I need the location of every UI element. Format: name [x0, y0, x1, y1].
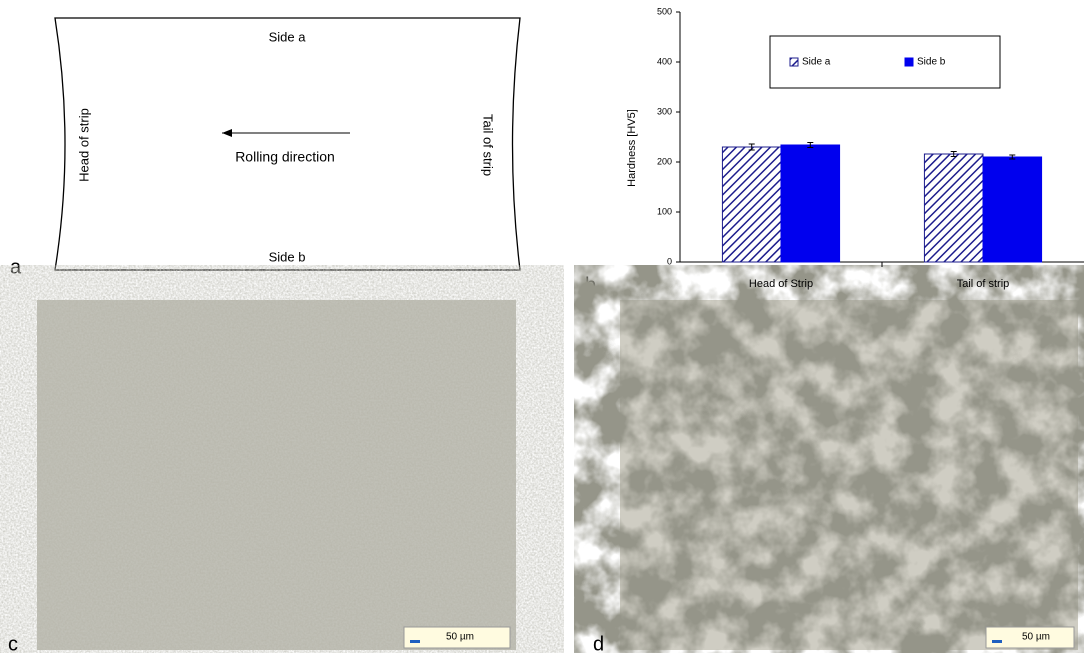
right-edge: Tail of strip	[481, 114, 496, 176]
side-top: Side a	[269, 29, 307, 44]
bar	[983, 157, 1042, 262]
y-tick-label: 100	[657, 206, 672, 216]
x-tick-label: Tail of strip	[957, 278, 1010, 290]
bar	[722, 147, 781, 262]
arrow-head	[222, 129, 232, 137]
scale-bar-label: 50 µm	[1022, 632, 1050, 643]
x-tick-label: Head of Strip	[749, 278, 813, 290]
y-tick-label: 0	[667, 256, 672, 266]
scale-bar-label: 50 µm	[446, 632, 474, 643]
y-axis-label: Hardness [HV5]	[626, 109, 638, 187]
y-tick-label: 300	[657, 106, 672, 116]
figure: Side a Side b Head of strip Tail of stri…	[0, 0, 1084, 653]
bar	[781, 145, 840, 262]
direction-label: Rolling direction	[235, 149, 335, 165]
scale-bar	[410, 640, 420, 643]
y-tick-label: 500	[657, 6, 672, 16]
panel-label: c	[8, 633, 18, 653]
legend-label: Side a	[802, 57, 831, 68]
legend-swatch	[905, 58, 913, 66]
strip-outline	[55, 18, 520, 270]
panel-label: a	[10, 256, 22, 278]
panel-label: b	[585, 274, 596, 296]
left-edge: Head of strip	[76, 108, 91, 182]
bar	[924, 154, 983, 262]
micrograph-texture	[620, 300, 1078, 650]
panel-label: d	[593, 633, 604, 653]
y-tick-label: 400	[657, 56, 672, 66]
micrograph-texture	[37, 300, 516, 650]
scale-bar	[992, 640, 1002, 643]
side-bottom: Side b	[269, 249, 306, 264]
legend-swatch	[790, 58, 798, 66]
y-tick-label: 200	[657, 156, 672, 166]
legend-label: Side b	[917, 57, 946, 68]
